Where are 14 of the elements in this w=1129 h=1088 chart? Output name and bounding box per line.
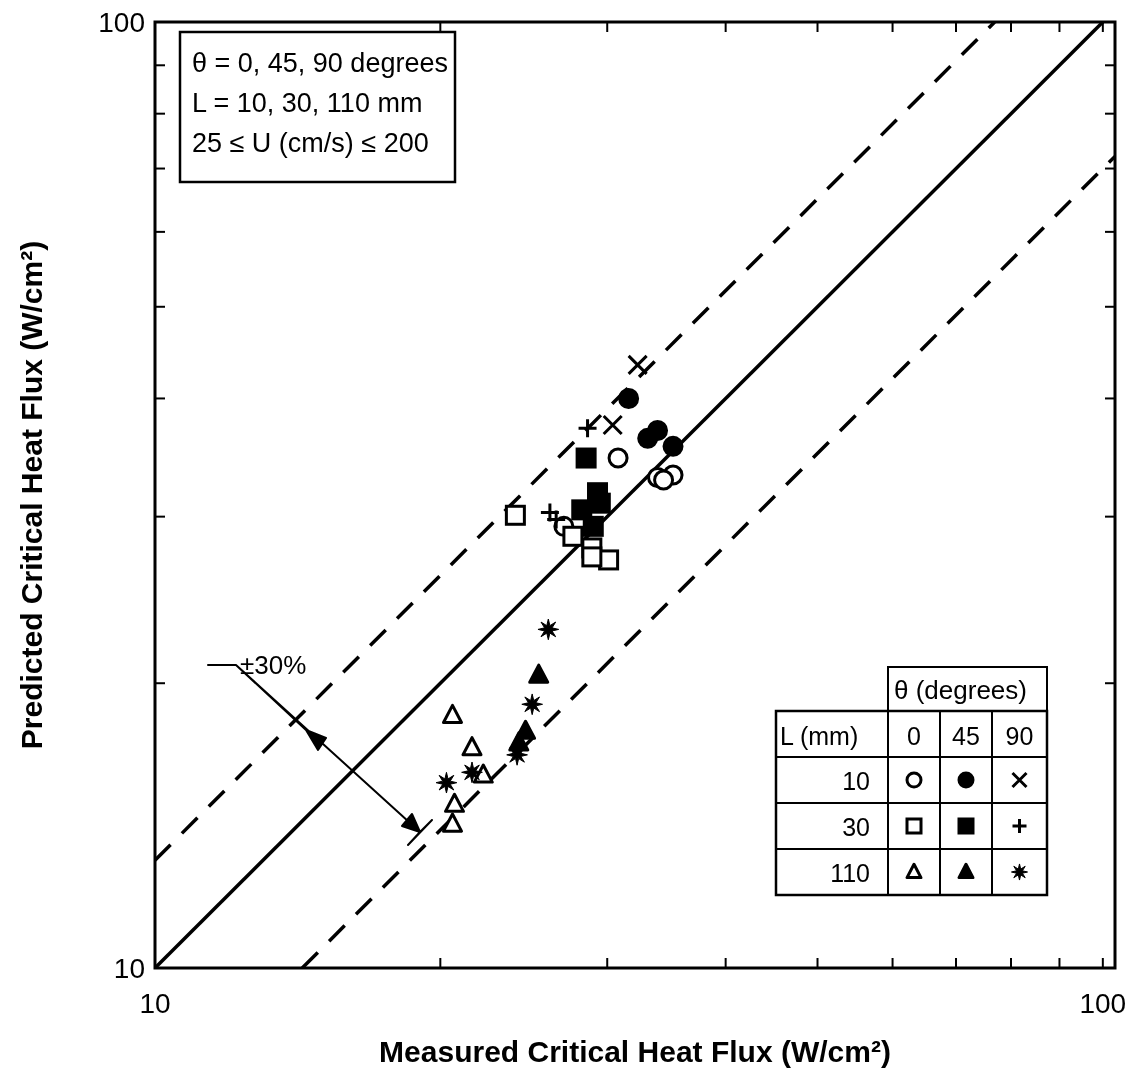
y-axis-title: Predicted Critical Heat Flux (W/cm²) <box>15 240 48 750</box>
annotation: L (mm) <box>780 722 859 750</box>
annotation: 30 <box>842 813 870 841</box>
annotation: θ (degrees) <box>894 675 1027 705</box>
annotation: 10 <box>842 767 870 795</box>
annotation: 25 ≤ U (cm/s) ≤ 200 <box>192 128 429 158</box>
annotation: 45 <box>952 722 980 750</box>
annotation: 0 <box>907 722 921 750</box>
x-axis-title: Measured Critical Heat Flux (W/cm²) <box>379 1035 891 1068</box>
annotation: ±30% <box>240 650 307 680</box>
annotation: 110 <box>830 859 870 887</box>
annotation: θ = 0, 45, 90 degrees <box>192 48 448 78</box>
annotation: 90 <box>1005 722 1034 750</box>
annotation: L = 10, 30, 110 mm <box>192 88 423 118</box>
